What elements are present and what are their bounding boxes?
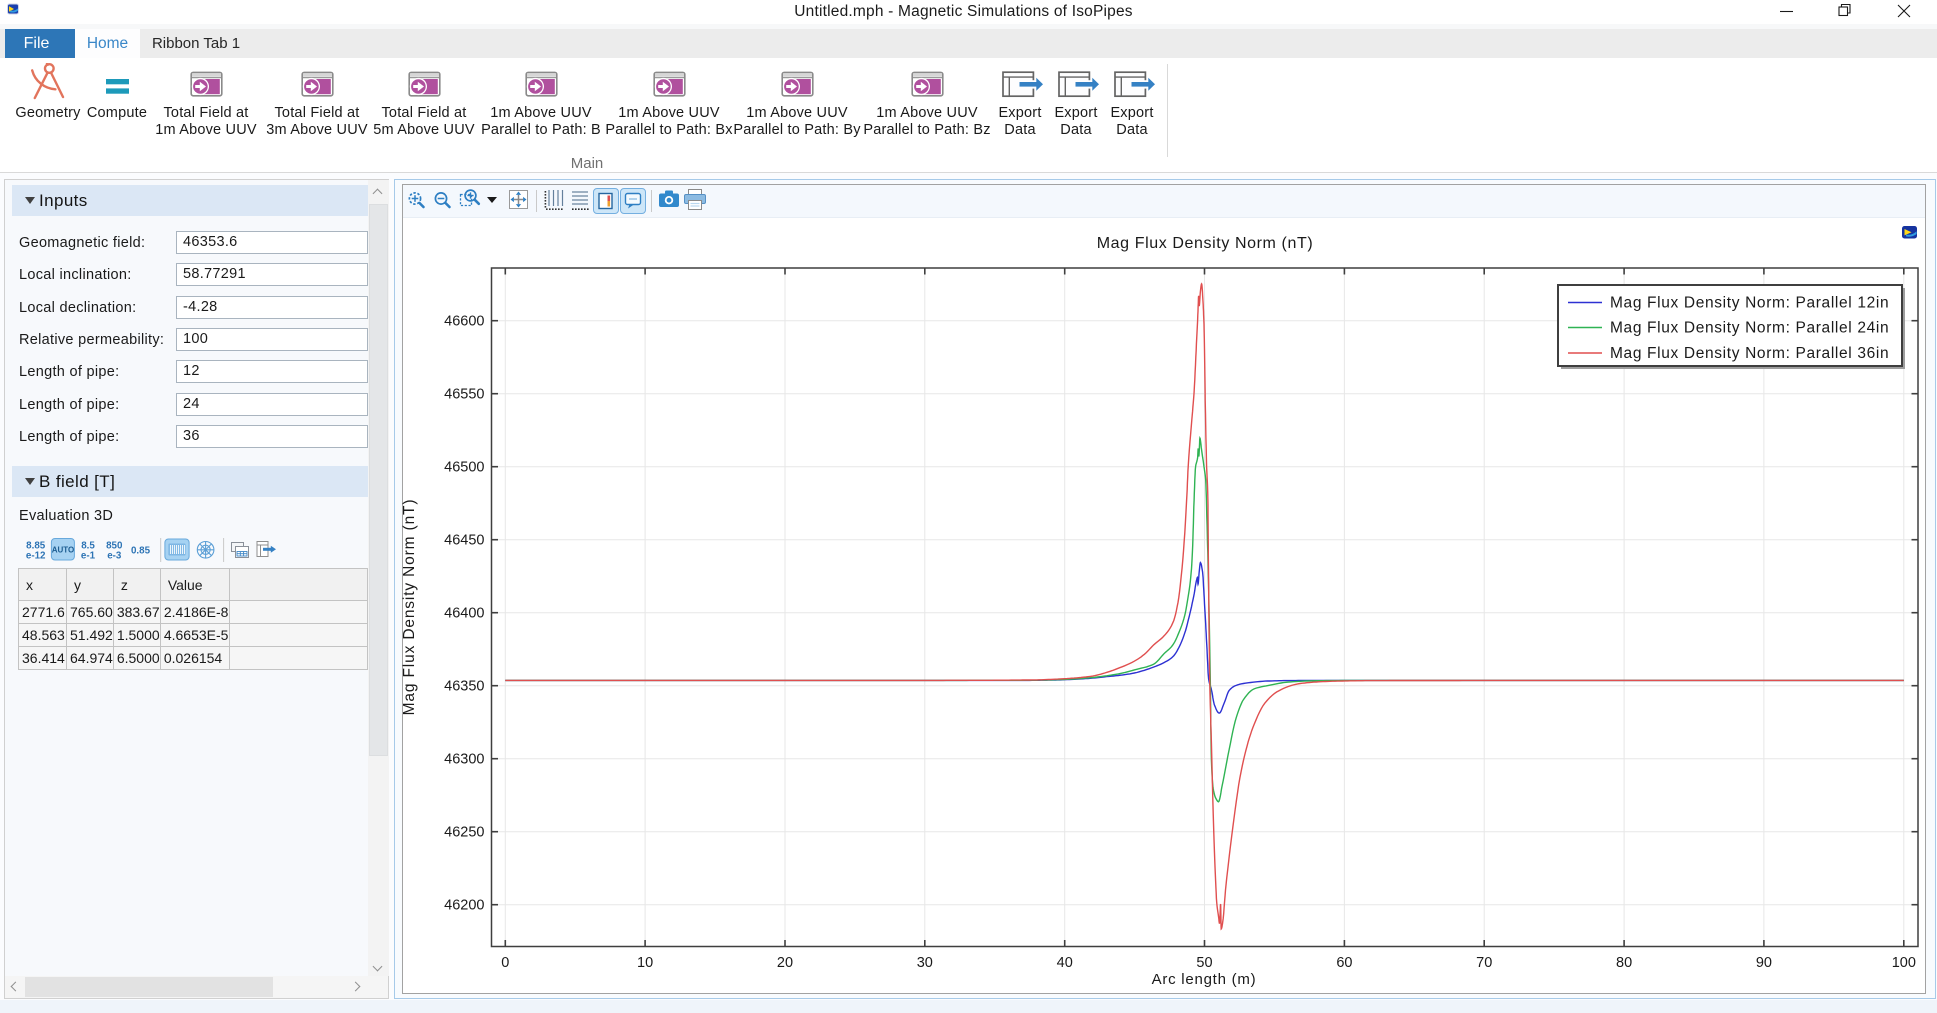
svg-text:46200: 46200	[444, 898, 484, 914]
svg-text:Mag Flux Density Norm (nT): Mag Flux Density Norm (nT)	[402, 499, 418, 716]
svg-text:0: 0	[501, 955, 509, 971]
svg-text:Mag Flux Density Norm (nT): Mag Flux Density Norm (nT)	[1097, 235, 1314, 252]
svg-text:e-12: e-12	[26, 551, 46, 562]
svg-text:90: 90	[1756, 955, 1772, 971]
svg-text:46300: 46300	[444, 752, 484, 768]
svg-text:30: 30	[917, 955, 933, 971]
svg-text:70: 70	[1476, 955, 1492, 971]
svg-text:Mag Flux Density Norm: Paralle: Mag Flux Density Norm: Parallel 36in	[1610, 345, 1889, 362]
svg-text:0.85: 0.85	[131, 546, 151, 557]
svg-text:46400: 46400	[444, 606, 484, 622]
svg-text:20: 20	[777, 955, 793, 971]
svg-text:80: 80	[1616, 955, 1632, 971]
svg-text:AUTO: AUTO	[52, 546, 75, 555]
svg-text:850: 850	[106, 541, 123, 552]
svg-text:46250: 46250	[444, 825, 484, 841]
svg-text:e-1: e-1	[81, 551, 96, 562]
svg-text:10: 10	[637, 955, 653, 971]
svg-text:46600: 46600	[444, 314, 484, 330]
svg-text:Mag Flux Density Norm: Paralle: Mag Flux Density Norm: Parallel 12in	[1610, 295, 1889, 312]
svg-text:60: 60	[1336, 955, 1352, 971]
svg-text:Arc length (m): Arc length (m)	[1152, 971, 1257, 988]
svg-text:Mag Flux Density Norm: Paralle: Mag Flux Density Norm: Parallel 24in	[1610, 320, 1889, 337]
svg-text:46450: 46450	[444, 533, 484, 549]
svg-text:e-3: e-3	[107, 551, 122, 562]
svg-text:46550: 46550	[444, 387, 484, 403]
svg-text:8.85: 8.85	[26, 541, 46, 552]
svg-text:50: 50	[1196, 955, 1212, 971]
svg-text:8.5: 8.5	[81, 541, 95, 552]
svg-text:46350: 46350	[444, 679, 484, 695]
svg-text:46500: 46500	[444, 460, 484, 476]
svg-text:100: 100	[1892, 955, 1916, 971]
svg-text:40: 40	[1057, 955, 1073, 971]
